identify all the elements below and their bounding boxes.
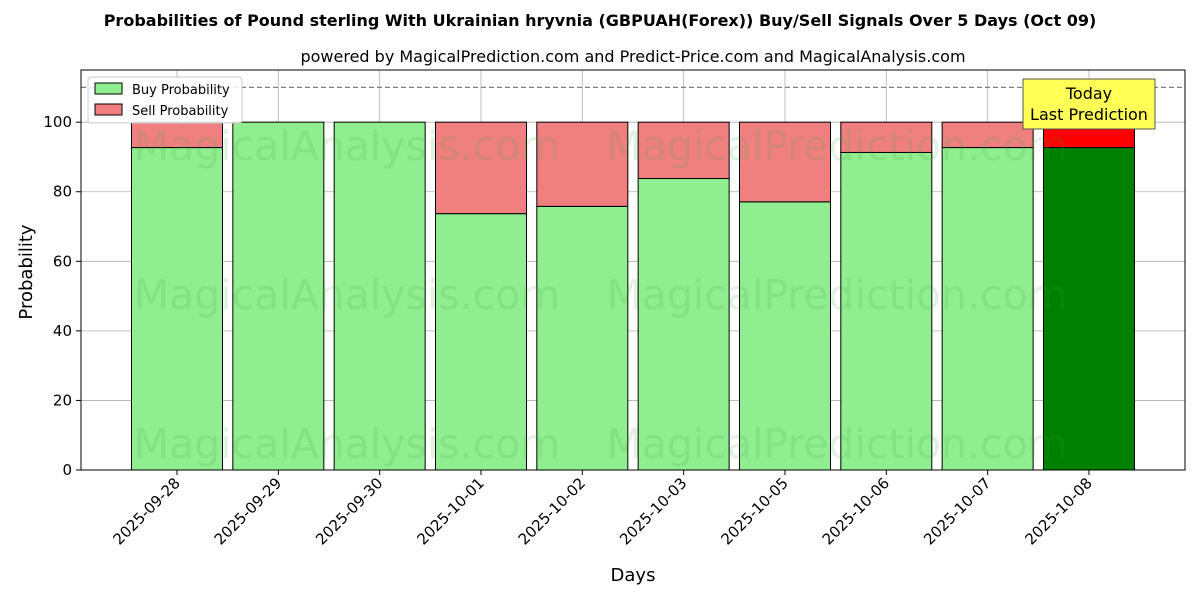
buy-bar	[131, 147, 223, 471]
y-axis-label: Probability	[16, 224, 37, 319]
chart-subtitle: powered by MagicalPrediction.com and Pre…	[300, 47, 965, 66]
x-tick-label: 2025-10-01	[413, 474, 487, 548]
sell-bar	[738, 121, 831, 203]
watermark: MagicalPrediction.com	[606, 122, 1067, 170]
y-tick-label: 40	[53, 322, 72, 340]
plot-area: MagicalAnalysis.com MagicalPrediction.com…	[43, 69, 1186, 548]
watermark: MagicalPrediction.com	[606, 420, 1067, 468]
legend-swatch-buy	[94, 82, 123, 95]
x-tick-label: 2025-10-07	[920, 474, 994, 548]
x-tick-label: 2025-09-29	[211, 474, 285, 548]
annotation-line2: Last Prediction	[1030, 105, 1148, 124]
plot-frame	[80, 69, 1186, 471]
legend-label-sell: Sell Probability	[132, 104, 229, 119]
y-tick-label: 80	[53, 183, 72, 201]
buy-bar	[840, 151, 933, 471]
sell-bar	[840, 121, 933, 153]
sell-bar	[941, 121, 1034, 149]
buy-bar	[637, 178, 730, 471]
y-tick-label: 20	[53, 391, 72, 409]
watermark: MagicalAnalysis.com	[134, 122, 561, 170]
annotation-line1: Today	[1065, 84, 1112, 103]
x-tick-label: 2025-09-30	[312, 474, 386, 548]
buy-bar	[434, 213, 527, 471]
legend-box	[87, 76, 243, 124]
buy-bar	[333, 121, 426, 471]
sell-bar	[434, 121, 527, 215]
x-tick-label: 2025-10-05	[717, 474, 791, 548]
buy-bar	[536, 205, 629, 471]
x-tick-label: 2025-09-28	[109, 474, 183, 548]
watermark: MagicalPrediction.com	[606, 271, 1067, 319]
x-tick-label: 2025-10-06	[819, 474, 893, 548]
sell-bar	[536, 121, 629, 207]
x-tick-label: 2025-10-02	[515, 474, 589, 548]
buy-bar	[738, 201, 831, 471]
y-tick-label: 60	[53, 252, 72, 270]
buy-bar	[941, 147, 1034, 471]
y-tick-label: 100	[43, 113, 72, 131]
annotation-box	[1022, 78, 1156, 130]
watermark: MagicalAnalysis.com	[134, 271, 561, 319]
x-axis-label: Days	[611, 565, 656, 586]
x-tick-label: 2025-10-03	[616, 474, 690, 548]
sell-bar	[637, 121, 730, 180]
legend-label-buy: Buy Probability	[132, 83, 230, 98]
chart-title: Probabilities of Pound sterling With Ukr…	[104, 11, 1097, 30]
buy-bar	[1042, 147, 1135, 471]
x-tick-label: 2025-10-08	[1021, 474, 1095, 548]
legend-swatch-sell	[94, 103, 123, 116]
watermark: MagicalAnalysis.com	[134, 420, 561, 468]
y-tick-label: 0	[62, 461, 72, 479]
